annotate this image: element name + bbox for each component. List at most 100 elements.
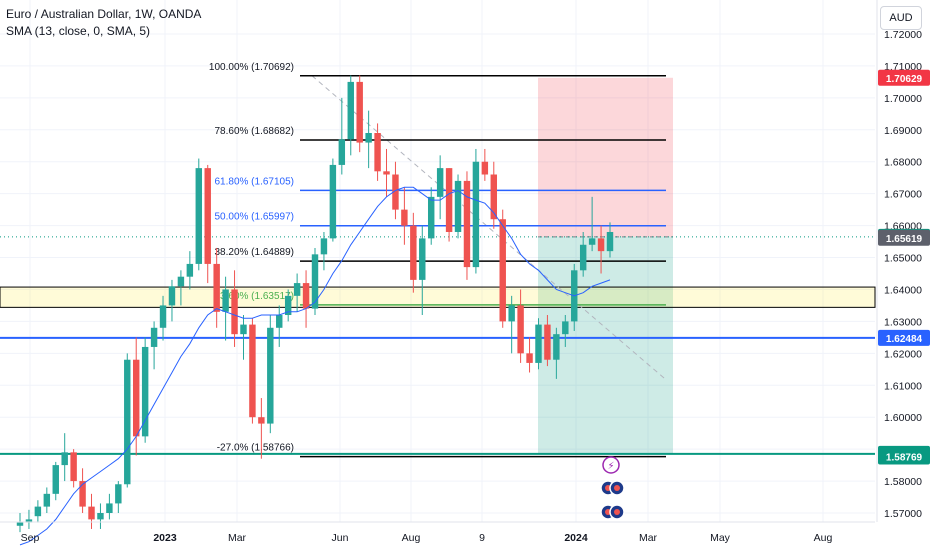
time-tick-label: May [710,532,731,544]
events-markers[interactable]: ⚡ [600,456,625,520]
candle-body [106,503,113,513]
candle-body [356,81,363,143]
candle-body [401,209,408,226]
candle-body [186,263,194,277]
price-tick-label: 1.58000 [884,476,922,488]
candle-body [454,180,462,232]
candle-body [472,161,480,268]
candle-body [508,305,515,322]
candle-body [213,263,220,312]
candle-body [124,359,131,485]
price-tick-label: 1.62000 [884,348,922,360]
candle-body [481,161,489,175]
price-tag: 1.65619 [878,229,930,246]
candle-body [132,359,140,437]
candle-body [553,334,560,360]
candle-body [526,353,533,363]
candle-body [445,168,453,232]
fib-level-label: 61.80% (1.67105) [214,176,294,187]
candle-body [293,283,301,296]
candles [16,75,614,533]
price-tag-label: 1.70629 [886,74,923,85]
candle-body [517,305,524,354]
candle-body [544,324,551,360]
price-tick-label: 1.64000 [884,284,922,296]
price-tag-bg [878,229,930,246]
candle-body [168,286,176,306]
fib-level-label: 78.60% (1.68682) [214,126,294,137]
candle-body [222,289,229,312]
candle-body [195,168,203,264]
price-tag-bg [878,448,930,465]
time-tick-label: 2023 [153,532,177,544]
time-tick-label: 9 [479,532,485,544]
candle-body [365,132,372,143]
candle-body [383,171,390,175]
candle-body [159,305,167,328]
candle-body [535,324,542,363]
fib-trend-line [311,75,666,380]
symbol-title[interactable]: Euro / Australian Dollar, 1W, OANDA [6,7,202,21]
candle-body [302,283,310,309]
horizontal-lines[interactable] [0,336,875,455]
price-tag-bg [878,329,930,346]
price-tick-label: 1.60000 [884,412,922,424]
candle-body [579,244,587,271]
price-tick-label: 1.61000 [884,380,922,392]
candle-body [115,484,122,504]
sma-line [19,186,611,546]
candle-body [311,254,319,309]
candle-body [141,346,149,437]
indicator-legend[interactable]: SMA (13, close, 0, SMA, 5) [6,24,151,38]
candle-body [320,238,328,255]
candle-body [231,289,238,335]
zones-layer [0,77,876,454]
price-tag: 1.70629 [878,69,930,86]
price-tick-label: 1.68000 [884,157,922,169]
stop-loss-zone [538,77,673,237]
lightning-icon[interactable] [602,456,620,474]
price-tick-label: 1.67000 [884,189,922,201]
take-profit-zone [538,236,673,454]
price-tag: 1.58769 [878,448,930,465]
time-tick-label: Jun [332,532,349,544]
price-tags: 1.706291.656481.656191.624841.588511.587… [878,69,930,465]
candle-body [499,219,506,322]
candle-body [410,225,417,280]
lightning-glyph: ⚡ [607,461,614,472]
time-tick-label: Aug [402,532,421,544]
flag-dot [614,509,620,515]
price-tick-label: 1.63000 [884,316,922,328]
candle-body [61,452,68,466]
fib-retracement[interactable]: 100.00% (1.70692) 78.60% (1.68682) 61.80% … [209,62,666,458]
currency-button[interactable]: AUD [880,6,922,30]
time-tick-label: 2024 [564,532,588,544]
candle-body [588,238,596,245]
time-tick-label: Mar [228,532,247,544]
flag-dot [614,485,620,491]
trend-line-layer [311,75,666,380]
price-tick-label: 1.69000 [884,125,922,137]
fib-level-label: -27.0% (1.58766) [217,443,294,454]
time-axis[interactable]: Sep 2023 Mar Jun Aug 9 2024 Mar May Aug [0,521,875,544]
candle-body [240,324,247,335]
fib-level-label: 38.20% (1.64889) [214,247,294,258]
candle-body [436,168,444,197]
candle-body [374,132,381,172]
candle-body [52,465,59,494]
candle-body [16,522,24,526]
candle-body [204,168,211,264]
candle-body [150,327,158,347]
candle-body [347,81,354,140]
candle-body [267,327,274,424]
candle-body [490,174,498,220]
candle-body [427,196,435,239]
price-tag-bg [878,69,930,86]
candle-body [392,174,399,210]
time-tick-label: Sep [21,532,40,544]
candle-body [88,506,95,520]
candle-body [249,324,256,418]
price-tag-label: 1.58769 [886,453,923,464]
candle-body [606,231,614,252]
